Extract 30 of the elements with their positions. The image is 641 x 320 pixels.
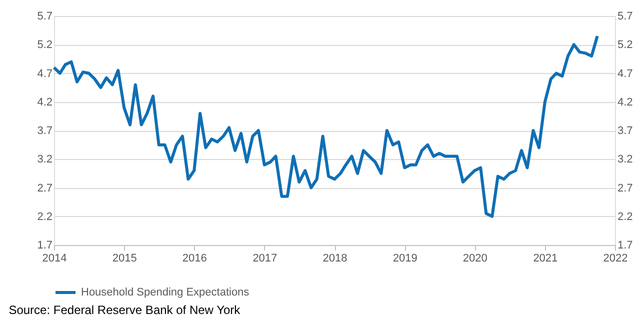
y-tick-label: 2.2 bbox=[37, 210, 52, 223]
x-tick-label: 2017 bbox=[252, 252, 278, 264]
line-series bbox=[52, 34, 599, 218]
x-tick-label: 2015 bbox=[112, 252, 137, 264]
y-tick-label: 4.2 bbox=[37, 96, 52, 108]
y-tick-label: 5.2 bbox=[37, 39, 52, 52]
x-tick-label: 2020 bbox=[462, 252, 488, 264]
y-tick-label: 4.7 bbox=[37, 68, 52, 80]
x-tick-label: 2018 bbox=[322, 252, 348, 264]
y-tick-label: 3.2 bbox=[37, 154, 52, 166]
legend-label: Household Spending Expectations bbox=[81, 286, 250, 298]
y2-tick-label: 2.2 bbox=[618, 210, 633, 223]
y2-tick-label: 1.7 bbox=[618, 240, 633, 252]
y-tick-label: 3.7 bbox=[37, 125, 52, 137]
y2-tick-label: 3.2 bbox=[618, 154, 633, 166]
x-tick-label: 2021 bbox=[533, 252, 558, 264]
y2-tick-label: 3.7 bbox=[618, 125, 633, 137]
x-tick-label: 2016 bbox=[182, 252, 207, 264]
y2-tick-label: 4.2 bbox=[618, 96, 633, 108]
y-tick-label: 5.7 bbox=[37, 10, 52, 22]
y-tick-label: 2.7 bbox=[37, 182, 52, 194]
y2-tick-label: 5.2 bbox=[618, 39, 633, 52]
x-tick-label: 2014 bbox=[42, 252, 67, 264]
y2-tick-label: 2.7 bbox=[618, 182, 633, 194]
y2-tick-label: 4.7 bbox=[618, 68, 633, 80]
x-tick-label: 2019 bbox=[392, 252, 418, 264]
x-tick-label: 2022 bbox=[603, 252, 628, 264]
y-tick-label: 1.7 bbox=[37, 240, 52, 252]
y2-tick-label: 5.7 bbox=[618, 10, 633, 22]
source-note: Source: Federal Reserve Bank of New York bbox=[8, 303, 242, 317]
